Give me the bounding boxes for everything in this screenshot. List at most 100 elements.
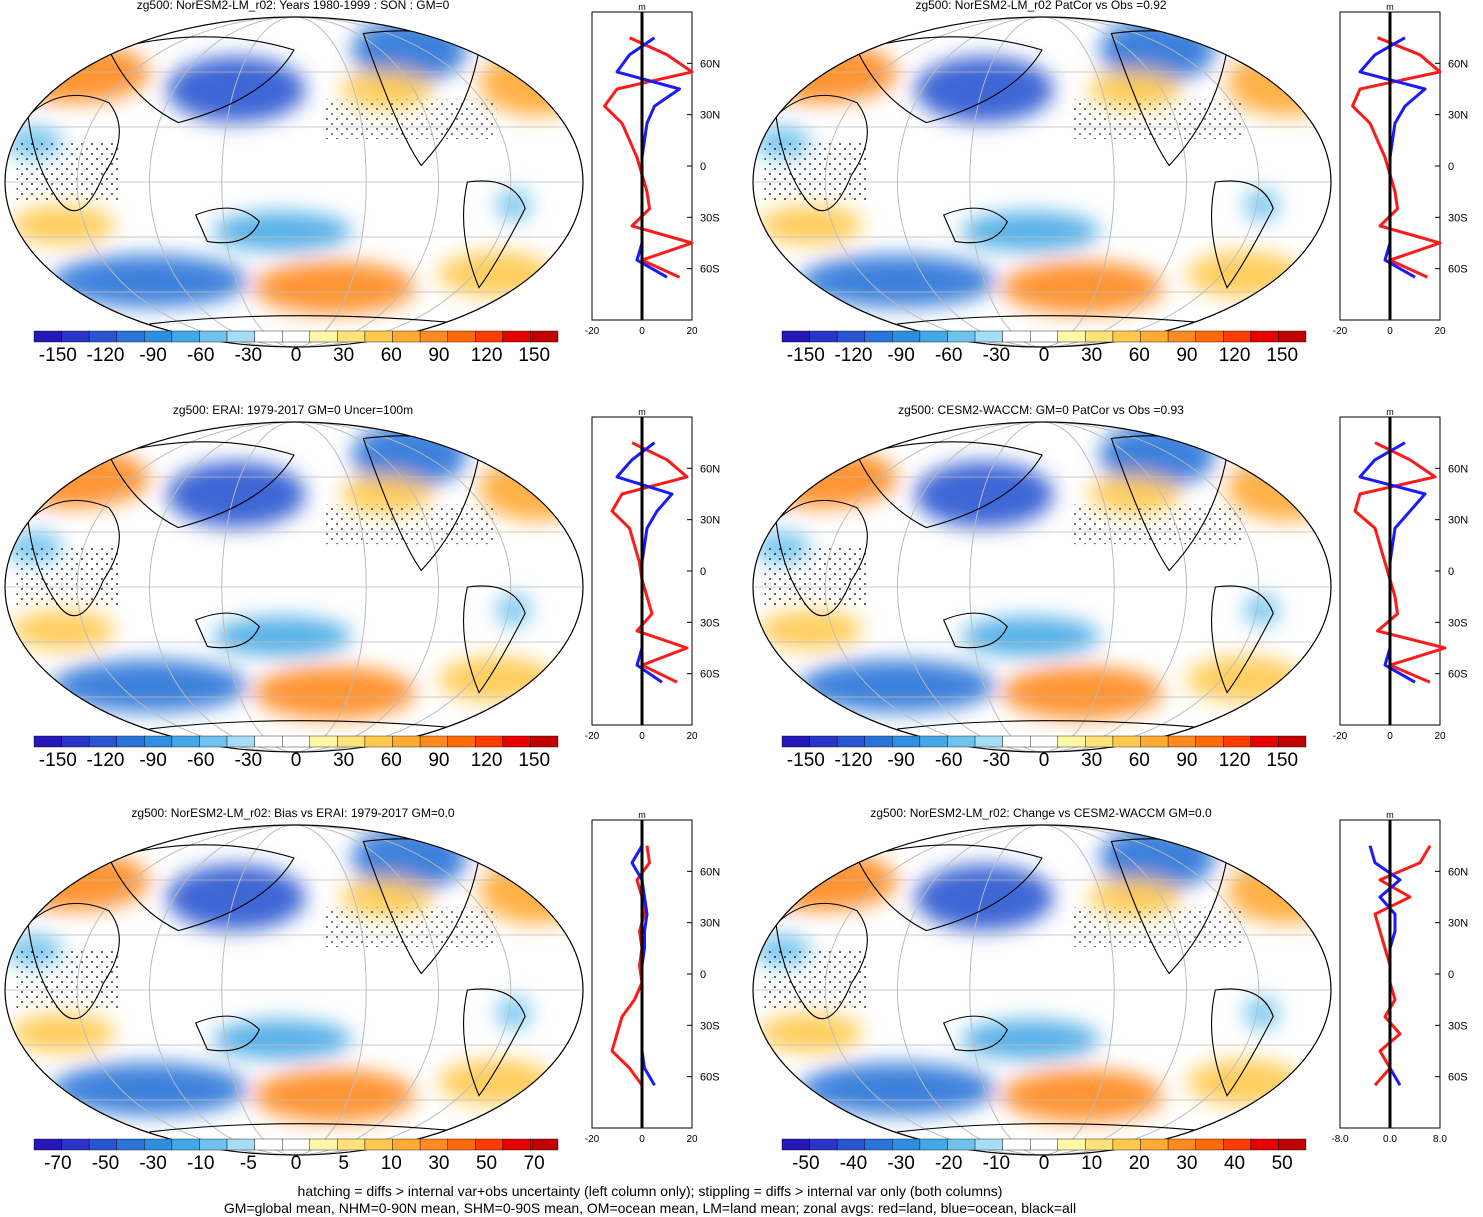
zonal-ocean-line: [1358, 36, 1427, 279]
colorbar-swatch: [447, 330, 476, 343]
colorbar-label: 50: [1272, 1153, 1293, 1174]
colorbar-swatch: [836, 330, 865, 343]
colorbar-swatch: [1085, 1138, 1114, 1151]
colorbar-swatch: [61, 735, 90, 748]
panel-title: zg500: NorESM2-LM_r02: Bias vs ERAI: 197…: [131, 806, 455, 820]
zonal-unit: m: [638, 407, 646, 417]
panel-title: zg500: NorESM2-LM_r02 PatCor vs Obs =0.9…: [915, 0, 1167, 12]
colorbar-label: 50: [476, 1153, 497, 1174]
colorbar-swatch: [171, 1138, 200, 1151]
panel-title: zg500: NorESM2-LM_r02: Change vs CESM2-W…: [870, 806, 1212, 820]
panel-2: zg500: NorESM2-LM_r02 PatCor vs Obs =0.9…: [748, 0, 1483, 400]
colorbar-swatch: [226, 735, 255, 748]
zonal-lat-tick: 60N: [700, 58, 720, 70]
colorbar-swatch: [1085, 330, 1114, 343]
colorbar-label: 30: [1081, 345, 1102, 366]
colorbar-swatch: [364, 735, 393, 748]
colorbar-swatch: [199, 1138, 228, 1151]
zonal-land-line: [610, 441, 689, 684]
colorbar-swatch: [61, 1138, 90, 1151]
zonal-x-tick: 20: [686, 731, 698, 742]
zonal-mean-plot: m -20 0 20 60N 30N 0 30S 60S: [585, 810, 720, 1145]
colorbar-swatch: [864, 735, 893, 748]
colorbar-label: -50: [92, 1153, 119, 1174]
colorbar-swatch: [502, 1138, 531, 1151]
colorbar-swatch: [502, 735, 531, 748]
colorbar-label: 60: [1129, 345, 1150, 366]
colorbar-swatch: [530, 330, 559, 343]
colorbar-label: -90: [887, 750, 914, 771]
world-map: [4, 16, 584, 348]
panel-title: zg500: CESM2-WACCM: GM=0 PatCor vs Obs =…: [898, 403, 1184, 417]
colorbar-label: -120: [86, 345, 124, 366]
zonal-lat-tick: 60S: [700, 1072, 720, 1084]
zonal-land-line: [603, 36, 694, 279]
colorbar: -50 -40 -30 -20 -10 0 10 20 30 40 50: [781, 1138, 1307, 1174]
colorbar-label: 30: [333, 345, 354, 366]
colorbar-label: 90: [428, 750, 449, 771]
colorbar-swatch: [1085, 735, 1114, 748]
colorbar-label: -20: [935, 1153, 962, 1174]
colorbar-swatch: [144, 735, 173, 748]
colorbar-swatch: [1195, 1138, 1224, 1151]
colorbar-swatch: [392, 330, 421, 343]
colorbar-swatch: [1002, 1138, 1031, 1151]
colorbar-swatch: [836, 1138, 865, 1151]
colorbar-swatch: [171, 735, 200, 748]
zonal-unit: m: [1386, 407, 1394, 417]
zonal-lat-tick: 30S: [700, 1020, 720, 1032]
zonal-x-tick: 20: [686, 1134, 698, 1145]
colorbar-swatch: [892, 1138, 921, 1151]
colorbar-label: -150: [39, 750, 77, 771]
colorbar-swatch: [864, 1138, 893, 1151]
colorbar-swatch: [254, 735, 283, 748]
footer-line-1: hatching = diffs > internal var+obs unce…: [297, 1183, 1003, 1199]
colorbar-swatch: [419, 1138, 448, 1151]
colorbar-swatch: [337, 735, 366, 748]
footer-line-2: GM=global mean, NHM=0-90N mean, SHM=0-90…: [223, 1200, 1077, 1216]
zonal-lat-tick: 60S: [700, 264, 720, 276]
colorbar-swatch: [892, 735, 921, 748]
panel-3: zg500: ERAI: 1979-2017 GM=0 Uncer=100m -1…: [0, 403, 740, 805]
zonal-ocean-line: [1358, 441, 1427, 684]
zonal-ocean-line: [615, 441, 674, 684]
colorbar-swatch: [282, 1138, 310, 1151]
colorbar-swatch: [1057, 1138, 1086, 1151]
colorbar-swatch: [1112, 330, 1141, 343]
colorbar-swatch: [61, 330, 90, 343]
colorbar-swatch: [475, 735, 504, 748]
colorbar-swatch: [919, 330, 948, 343]
colorbar-label: -70: [44, 1153, 71, 1174]
world-map: [4, 421, 584, 753]
panel-1: zg500: NorESM2-LM_r02: Years 1980-1999 :…: [0, 0, 740, 400]
colorbar-label: -40: [840, 1153, 867, 1174]
colorbar-swatch: [1278, 735, 1307, 748]
zonal-x-tick: -20: [585, 1134, 600, 1145]
colorbar-swatch: [447, 1138, 476, 1151]
colorbar-swatch: [947, 1138, 976, 1151]
zonal-lat-tick: 60N: [700, 866, 720, 878]
colorbar-label: -10: [187, 1153, 214, 1174]
colorbar-swatch: [116, 1138, 145, 1151]
colorbar-label: 0: [291, 345, 302, 366]
zonal-lat-tick: 0: [700, 566, 706, 578]
colorbar-swatch: [1167, 1138, 1196, 1151]
colorbar-swatch: [1140, 330, 1169, 343]
zonal-x-tick: 0: [639, 1134, 645, 1145]
colorbar-swatch: [1057, 330, 1086, 343]
colorbar-label: -90: [887, 345, 914, 366]
colorbar-label: 90: [1176, 345, 1197, 366]
colorbar-label: -30: [235, 345, 262, 366]
colorbar-swatch: [475, 330, 504, 343]
colorbar-swatch: [447, 735, 476, 748]
colorbar-swatch: [337, 330, 366, 343]
colorbar-swatch: [116, 330, 145, 343]
colorbar: -70 -50 -30 -10 -5 0 5 10 30 50 70: [33, 1138, 559, 1174]
colorbar-swatch: [1223, 1138, 1252, 1151]
colorbar-swatch: [1002, 735, 1031, 748]
colorbar: -150 -120 -90 -60 -30 0 30 60 90 120 150: [33, 330, 559, 366]
colorbar-label: 150: [518, 750, 550, 771]
colorbar-label: 150: [1266, 345, 1298, 366]
colorbar-label: -150: [787, 345, 825, 366]
colorbar-label: -60: [187, 750, 214, 771]
